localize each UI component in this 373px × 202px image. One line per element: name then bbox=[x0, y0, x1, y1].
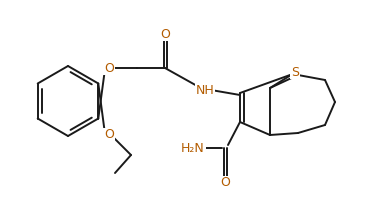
Text: S: S bbox=[291, 65, 299, 79]
Text: O: O bbox=[104, 128, 114, 141]
Text: NH: NH bbox=[195, 83, 214, 97]
Text: O: O bbox=[104, 61, 114, 75]
Text: O: O bbox=[160, 27, 170, 40]
Text: H₂N: H₂N bbox=[181, 141, 205, 155]
Text: O: O bbox=[220, 177, 230, 189]
